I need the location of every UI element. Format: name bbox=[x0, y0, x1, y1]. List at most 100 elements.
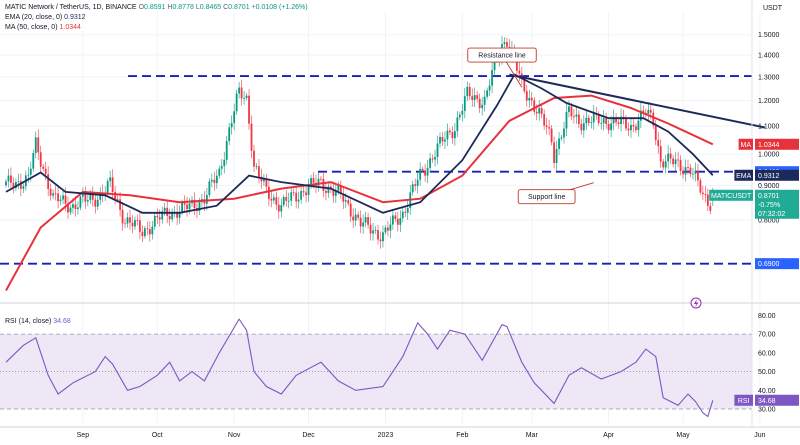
candle-body bbox=[344, 200, 347, 202]
candle-body bbox=[555, 148, 558, 164]
rsi-tick-label: 30.00 bbox=[758, 407, 776, 414]
candle-body bbox=[364, 217, 367, 223]
candle-body bbox=[627, 128, 630, 131]
ohlc-open-value: 0.8591 bbox=[144, 4, 166, 11]
candle-body bbox=[697, 170, 699, 181]
candle-body bbox=[478, 98, 481, 109]
candle-body bbox=[64, 195, 67, 204]
candle-body bbox=[367, 217, 369, 225]
candle-body bbox=[667, 153, 670, 162]
annotation-box-support[interactable] bbox=[517, 189, 576, 205]
candle-body bbox=[89, 194, 92, 201]
candle-body bbox=[215, 175, 218, 184]
candle-body bbox=[131, 222, 134, 227]
rsi-legend-value: 34.68 bbox=[53, 318, 71, 325]
candle-body bbox=[129, 217, 131, 223]
candle-body bbox=[277, 204, 280, 212]
rsi-legend[interactable]: RSI (14, close) 34.68 bbox=[5, 317, 71, 327]
candle-body bbox=[411, 184, 414, 193]
ohlc-open-label: O bbox=[138, 4, 145, 11]
rsi-tick-label: 70.00 bbox=[758, 332, 776, 339]
annotations[interactable]: Resistance line Support line bbox=[467, 47, 594, 205]
candle-body bbox=[451, 132, 454, 139]
time-tick-label: Mar bbox=[526, 432, 539, 439]
resistance-trendline[interactable] bbox=[509, 73, 766, 129]
candle-body bbox=[153, 215, 156, 227]
misc-icons[interactable] bbox=[690, 297, 702, 309]
candle-body bbox=[86, 200, 89, 202]
candle-body bbox=[339, 185, 342, 194]
candle-body bbox=[684, 167, 687, 175]
candle-body bbox=[297, 199, 300, 202]
candle-body bbox=[282, 196, 285, 206]
candle-body bbox=[5, 181, 7, 186]
candle-body bbox=[327, 186, 330, 193]
candle-body bbox=[193, 199, 196, 209]
candle-body bbox=[74, 204, 77, 210]
candle-body bbox=[15, 182, 17, 189]
candle-body bbox=[399, 218, 402, 225]
price-tick-label: 1.4000 bbox=[758, 53, 780, 60]
candle-body bbox=[54, 193, 57, 195]
rsi-value-badge-text: 34.68 bbox=[758, 398, 776, 405]
time-tick-label: Jun bbox=[754, 432, 765, 439]
price-badge-text-ema: 0.9312 bbox=[758, 173, 780, 180]
candle-body bbox=[320, 178, 322, 180]
candle-body bbox=[44, 168, 47, 175]
candle-body bbox=[515, 57, 518, 71]
resistance-trendline-group[interactable] bbox=[509, 73, 766, 129]
candle-body bbox=[568, 106, 570, 113]
candle-body bbox=[625, 117, 627, 129]
lightning-icon-glyph bbox=[694, 299, 699, 308]
candle-body bbox=[292, 192, 295, 194]
candle-body bbox=[617, 122, 620, 125]
time-tick-label: Sep bbox=[77, 432, 90, 439]
candle-body bbox=[223, 159, 226, 167]
candle-body bbox=[530, 97, 533, 101]
candle-body bbox=[429, 158, 431, 168]
candle-body bbox=[181, 202, 183, 213]
candle-body bbox=[600, 123, 603, 124]
horizontal-levels[interactable] bbox=[0, 75, 752, 265]
candle-body bbox=[677, 159, 679, 161]
candle-body bbox=[139, 220, 141, 232]
ema-legend[interactable]: EMA (20, close, 0) 0.9312 bbox=[5, 13, 86, 23]
candle-body bbox=[253, 150, 255, 167]
price-badge-ema bbox=[755, 169, 799, 181]
candle-body bbox=[178, 212, 181, 218]
candle-body bbox=[265, 178, 268, 187]
candle-body bbox=[458, 114, 461, 118]
rsi-tag-badge-text: RSI bbox=[738, 398, 750, 405]
candle-body bbox=[580, 123, 583, 131]
price-badge-tag-ema bbox=[734, 169, 753, 181]
candle-body bbox=[481, 104, 484, 109]
candle-body bbox=[406, 208, 409, 213]
candle-body bbox=[354, 214, 357, 221]
candle-body bbox=[575, 114, 578, 117]
annotation-box-resistance[interactable] bbox=[467, 47, 537, 63]
candle-body bbox=[67, 203, 69, 213]
candle-body bbox=[384, 227, 387, 233]
candle-body bbox=[275, 197, 278, 205]
ema20-line bbox=[5, 73, 714, 214]
candle-body bbox=[287, 200, 290, 202]
candle-body bbox=[334, 190, 337, 196]
ohlc-low-label: L bbox=[195, 4, 200, 11]
candle-body bbox=[622, 116, 625, 118]
candle-body bbox=[111, 177, 114, 192]
ma-legend[interactable]: MA (50, close, 0) 1.0344 bbox=[5, 23, 81, 33]
candle-body bbox=[456, 117, 459, 132]
price-tick-label: 1.1000 bbox=[758, 124, 780, 131]
candle-body bbox=[116, 198, 119, 200]
candle-body bbox=[134, 220, 136, 227]
price-badge-text-last-price: 07:32:02 bbox=[758, 211, 785, 218]
candle-body bbox=[463, 96, 466, 111]
candle-body bbox=[404, 211, 407, 213]
candle-body bbox=[503, 42, 506, 45]
candle-body bbox=[176, 211, 179, 218]
candle-body bbox=[553, 142, 555, 164]
ma-legend-value: 1.0344 bbox=[59, 24, 81, 31]
candle-body bbox=[394, 215, 397, 219]
